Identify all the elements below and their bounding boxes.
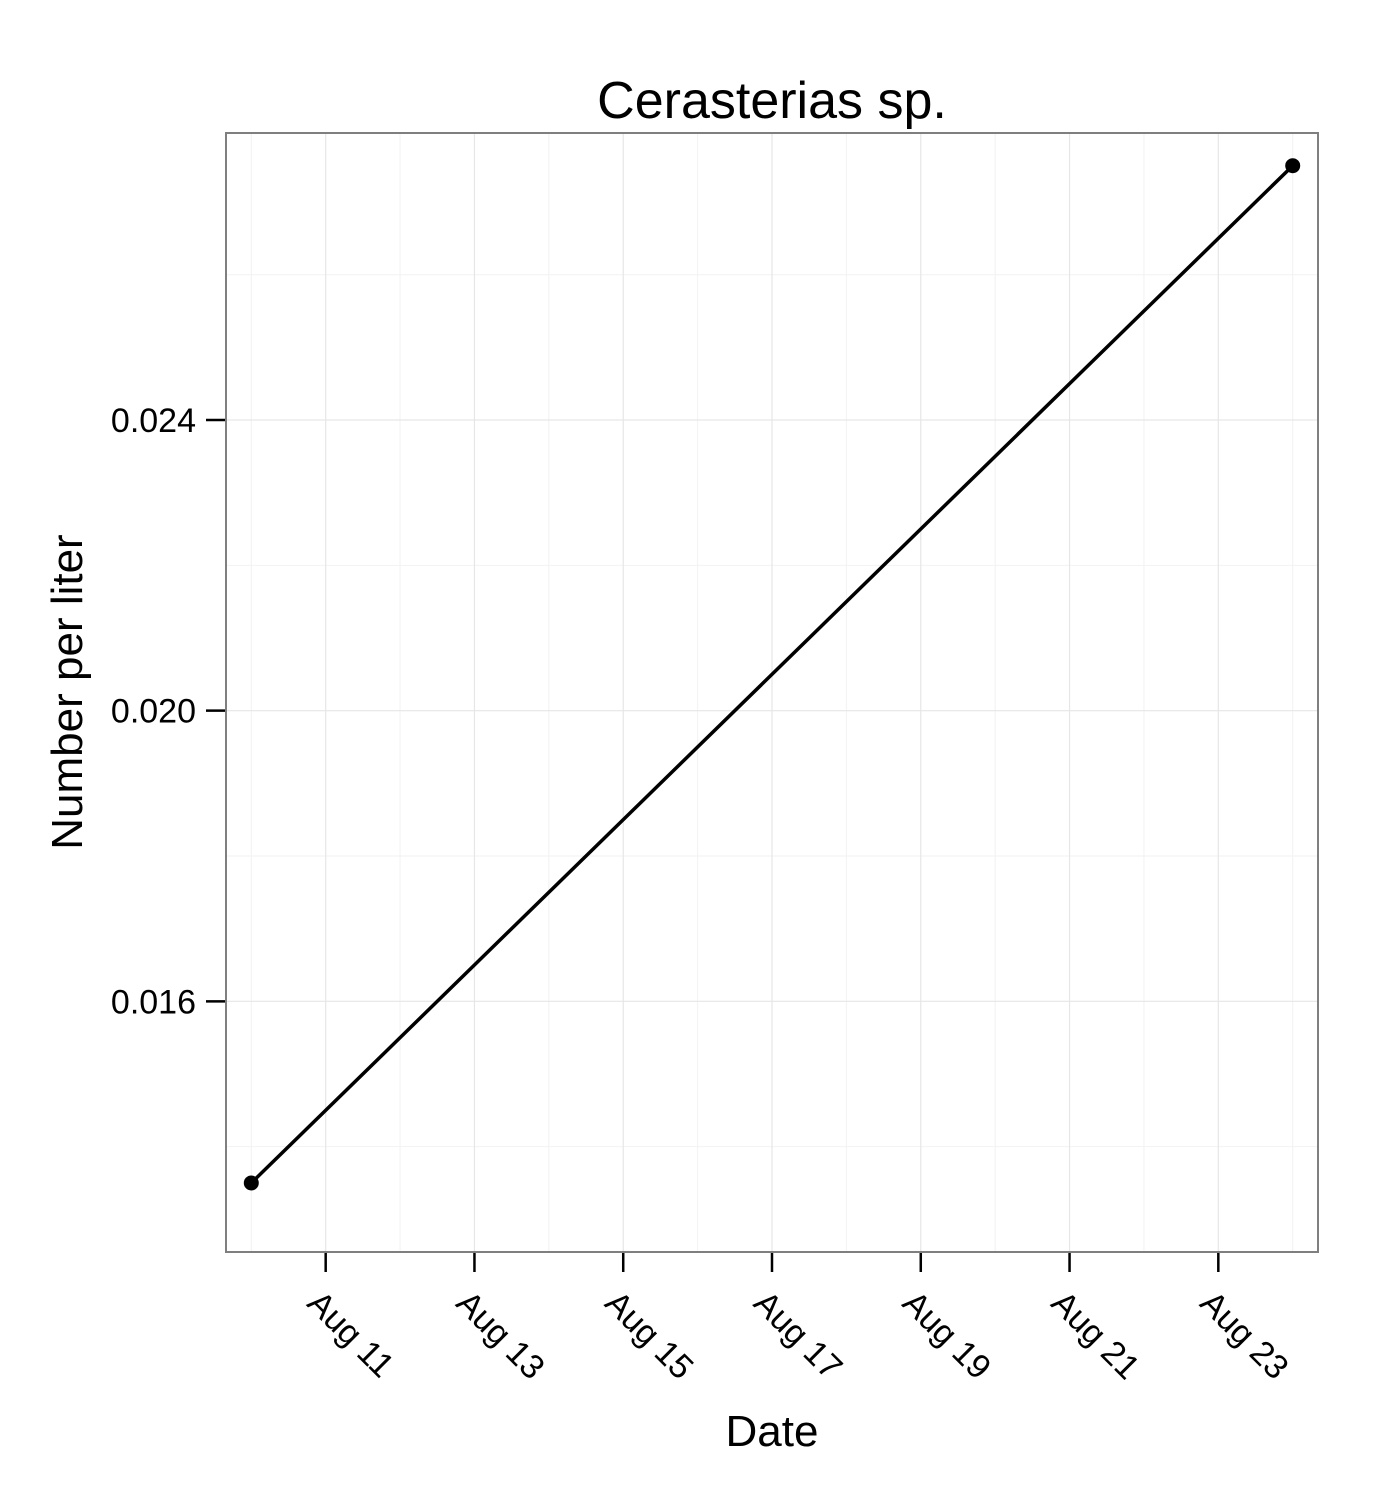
grid-layer (226, 133, 1318, 1252)
axis-layer: Aug 11 Aug 13 Aug 15 Aug 17 Aug 19 Aug 21 Aug … (111, 402, 1296, 1387)
x-tick-label: Aug 19 (895, 1284, 998, 1387)
y-tick-label: 0.024 (111, 402, 196, 440)
y-tick-label: 0.016 (111, 983, 196, 1021)
data-point (243, 1175, 259, 1191)
plot-panel-border (225, 132, 1319, 1253)
y-axis-title: Number per liter (43, 534, 92, 849)
x-tick-label: Aug 23 (1193, 1284, 1296, 1387)
x-tick-label: Aug 17 (746, 1284, 849, 1387)
series-layer (243, 158, 1301, 1191)
x-tick-label: Aug 13 (449, 1284, 552, 1387)
data-point (1285, 158, 1301, 174)
series-line (250, 164, 1294, 1185)
x-tick-label: Aug 11 (300, 1284, 401, 1385)
chart-title: Cerasterias sp. (597, 72, 947, 130)
x-tick-label: Aug 21 (1044, 1284, 1147, 1387)
x-tick-label: Aug 15 (598, 1284, 701, 1387)
y-tick-label: 0.020 (111, 693, 196, 731)
x-axis-title: Date (726, 1407, 819, 1456)
